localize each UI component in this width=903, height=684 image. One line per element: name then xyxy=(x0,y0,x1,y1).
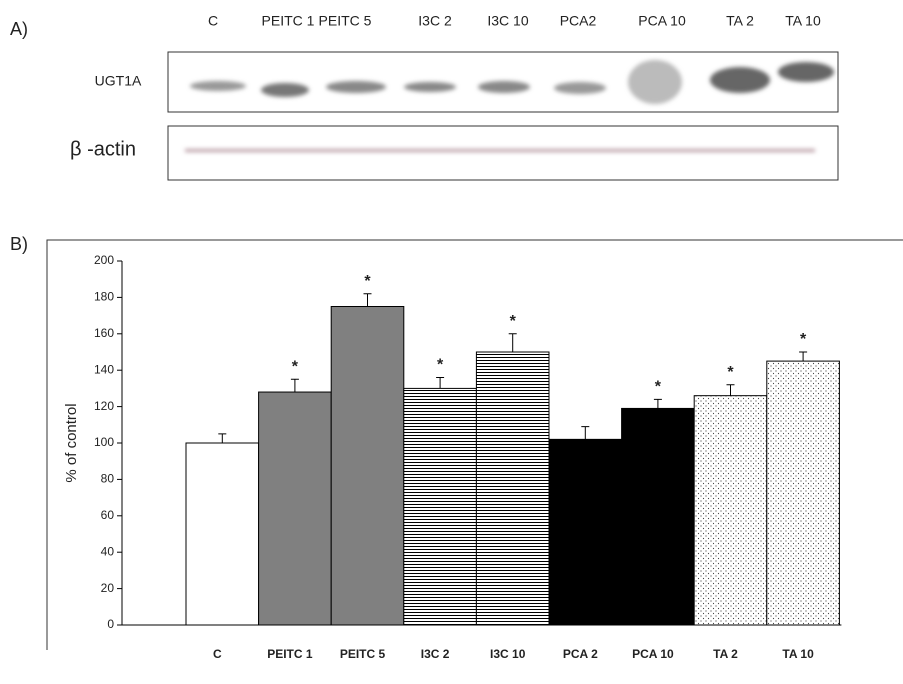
x-tick-label: I3C 2 xyxy=(421,647,450,661)
error-bar xyxy=(436,377,444,388)
bar xyxy=(186,443,259,625)
x-tick-label: PCA 2 xyxy=(563,647,598,661)
row-label: UGT1A xyxy=(95,73,142,89)
lane-label: PEITC 5 xyxy=(319,13,372,29)
x-tick-label: I3C 10 xyxy=(490,647,526,661)
lane-label: I3C 10 xyxy=(487,13,528,29)
bar xyxy=(549,439,622,625)
significance-marker: * xyxy=(800,331,807,348)
bar xyxy=(331,307,404,626)
y-tick-label: 80 xyxy=(101,472,115,486)
y-tick-label: 180 xyxy=(94,290,114,304)
lane-label: PCA 10 xyxy=(638,13,686,29)
bar xyxy=(694,396,767,625)
bar xyxy=(259,392,332,625)
x-tick-label: TA 2 xyxy=(713,647,738,661)
error-bar xyxy=(727,385,735,396)
lane-label: I3C 2 xyxy=(418,13,452,29)
error-bar xyxy=(581,427,589,440)
y-tick-label: 200 xyxy=(94,253,114,267)
panel-label: A) xyxy=(10,19,28,39)
lane-label: C xyxy=(208,13,218,29)
error-bar xyxy=(364,294,372,307)
bar xyxy=(404,388,477,625)
error-bar xyxy=(218,434,226,443)
y-axis-label: % of control xyxy=(63,403,80,482)
significance-marker: * xyxy=(437,357,444,374)
x-tick-label: PEITC 5 xyxy=(340,647,386,661)
bar xyxy=(476,352,549,625)
significance-marker: * xyxy=(292,359,299,376)
y-tick-label: 120 xyxy=(94,399,114,413)
x-tick-label: PCA 10 xyxy=(632,647,674,661)
significance-marker: * xyxy=(655,379,662,396)
bar xyxy=(767,361,840,625)
blot-box xyxy=(168,126,838,180)
error-bar xyxy=(509,334,517,352)
significance-marker: * xyxy=(364,273,371,290)
error-bar xyxy=(291,379,299,392)
figure: A) UGT1A β -actin CPEITC 1PEITC 5I3C 2I3… xyxy=(0,0,903,679)
panel-label: B) xyxy=(10,234,28,254)
error-bar xyxy=(654,399,662,408)
x-tick-label: TA 10 xyxy=(782,647,814,661)
y-tick-label: 140 xyxy=(94,362,114,376)
lane-label: TA 2 xyxy=(726,13,754,29)
y-tick-label: 100 xyxy=(94,435,114,449)
y-tick-label: 0 xyxy=(107,617,114,631)
significance-marker: * xyxy=(510,313,517,330)
bar xyxy=(622,408,695,625)
significance-marker: * xyxy=(727,364,734,381)
lane-label: PEITC 1 xyxy=(262,13,315,29)
y-tick-label: 60 xyxy=(101,508,115,522)
y-tick-label: 160 xyxy=(94,326,114,340)
x-tick-label: PEITC 1 xyxy=(267,647,313,661)
y-tick-label: 40 xyxy=(101,544,115,558)
lane-label: TA 10 xyxy=(785,13,821,29)
y-tick-label: 20 xyxy=(101,581,115,595)
error-bar xyxy=(799,352,807,361)
lane-label: PCA2 xyxy=(560,13,597,29)
x-tick-label: C xyxy=(213,647,222,661)
row-label: β -actin xyxy=(70,138,136,160)
